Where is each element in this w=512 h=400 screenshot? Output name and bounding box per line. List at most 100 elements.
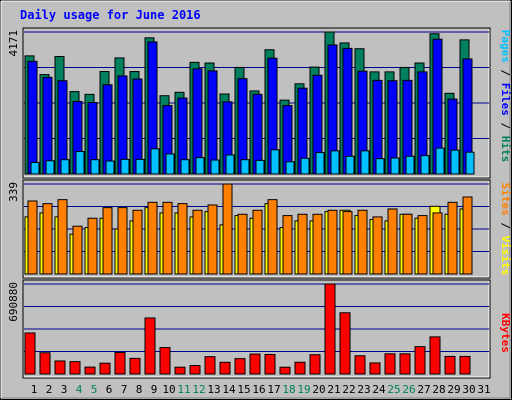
bar-sites (342, 211, 353, 275)
day-label: 3 (61, 383, 68, 396)
bar-files (42, 76, 53, 175)
day-label: 26 (402, 383, 415, 396)
bar-kbytes (324, 283, 336, 375)
bar-kbytes (354, 355, 366, 375)
bar-pages (420, 155, 430, 175)
bar-sites (372, 216, 383, 275)
bar-pages (300, 157, 310, 175)
bar-kbytes (99, 362, 111, 375)
y-max-label: 4171 (7, 30, 20, 57)
bar-sites (462, 196, 473, 275)
bar-sites (27, 200, 38, 275)
bar-sites (282, 215, 293, 275)
day-axis: 1 2 3 4 5 6 7 8 9 10 11 12 13 14 15 16 17 18 19 20 21 22 23 24 2… (31, 383, 491, 396)
bar-sites (237, 213, 248, 275)
bar-sites (417, 215, 428, 275)
bar-sites (297, 213, 308, 275)
bar-files (342, 47, 353, 175)
day-label: 25 (387, 383, 400, 396)
bar-pages (165, 153, 175, 175)
bar-sites (252, 209, 263, 275)
day-label: 7 (121, 383, 128, 396)
bar-sites (87, 217, 98, 275)
day-label: 21 (327, 383, 340, 396)
bar-kbytes (294, 361, 306, 375)
bar-kbytes (279, 366, 291, 375)
bar-sites (42, 203, 53, 275)
bar-pages (465, 151, 475, 175)
day-label: 9 (151, 383, 158, 396)
bar-pages (120, 158, 130, 175)
panel-kbytes: 690880 (7, 279, 491, 379)
bar-pages (210, 159, 220, 175)
day-label: 15 (237, 383, 250, 396)
bar-pages (315, 152, 325, 175)
series-pages (30, 147, 475, 175)
panel-visits-sites: 339 (7, 179, 491, 279)
day-label: 16 (252, 383, 265, 396)
bar-kbytes (54, 360, 66, 375)
bar-kbytes (114, 352, 126, 375)
bar-kbytes (234, 358, 246, 375)
bar-kbytes (384, 353, 396, 375)
day-label: 10 (162, 383, 175, 396)
bar-pages (390, 157, 400, 175)
bar-pages (375, 158, 385, 175)
day-label: 2 (46, 383, 53, 396)
bar-kbytes (249, 353, 261, 375)
bar-sites (177, 203, 188, 275)
bar-kbytes (204, 356, 216, 375)
bar-kbytes (429, 336, 441, 375)
bar-sites (207, 204, 218, 275)
right-label-sites-visits: Sites / Visits (499, 183, 512, 276)
bar-sites (57, 199, 68, 275)
bar-sites (327, 209, 338, 275)
bar-pages (270, 149, 280, 175)
day-label: 12 (192, 383, 205, 396)
bar-sites (72, 225, 83, 275)
day-label: 11 (177, 383, 190, 396)
day-label: 20 (312, 383, 325, 396)
bar-pages (450, 149, 460, 175)
series-sites (27, 183, 473, 275)
day-label: 8 (136, 383, 143, 396)
bar-kbytes (459, 355, 471, 375)
bar-kbytes (219, 361, 231, 375)
bar-pages (135, 158, 145, 175)
series-kbytes (24, 283, 471, 375)
bar-pages (345, 155, 355, 175)
day-label: 6 (106, 383, 113, 396)
y-max-label: 339 (7, 182, 20, 202)
bar-pages (180, 159, 190, 175)
bar-kbytes (444, 355, 456, 375)
chart-title: Daily usage for June 2016 (20, 8, 201, 22)
bar-kbytes (189, 365, 201, 375)
bar-sites (102, 207, 113, 275)
bar-kbytes (144, 317, 156, 375)
bar-pages (150, 148, 160, 175)
day-label: 22 (342, 383, 355, 396)
bar-kbytes (414, 346, 426, 375)
bar-pages (360, 150, 370, 175)
bar-sites (357, 209, 368, 275)
day-label: 30 (462, 383, 475, 396)
bar-sites (117, 207, 128, 275)
bar-pages (45, 160, 55, 175)
day-label: 24 (372, 383, 386, 396)
bar-pages (240, 159, 250, 175)
bar-pages (330, 150, 340, 175)
bar-files (27, 60, 38, 175)
bar-sites (447, 201, 458, 275)
bar-pages (225, 154, 235, 175)
bar-kbytes (264, 353, 276, 375)
day-label: 14 (222, 383, 236, 396)
day-label: 13 (207, 383, 220, 396)
day-label: 4 (76, 383, 83, 396)
bar-kbytes (369, 362, 381, 375)
bar-sites (147, 201, 158, 275)
bar-pages (90, 159, 100, 175)
bar-pages (75, 151, 85, 175)
bar-sites (192, 209, 203, 275)
bar-pages (195, 157, 205, 175)
y-max-label: 690880 (7, 282, 20, 322)
